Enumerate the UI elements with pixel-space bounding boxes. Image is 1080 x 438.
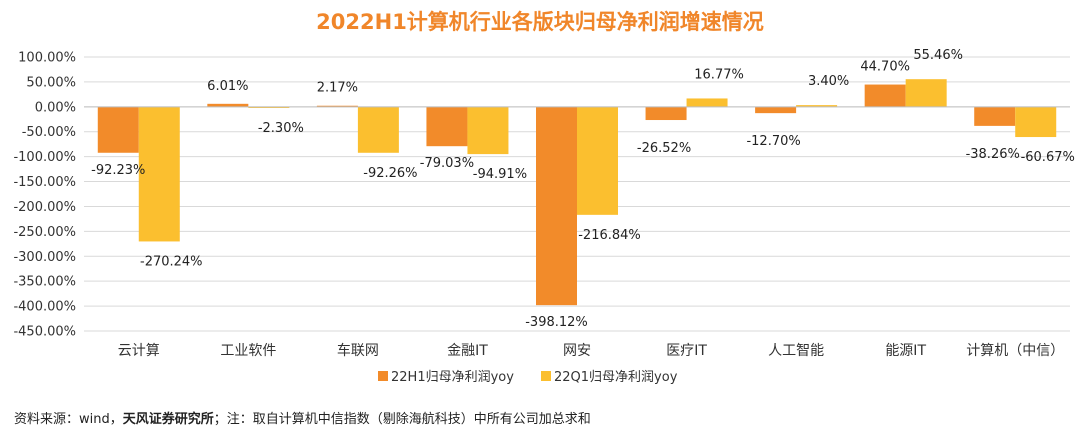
bar-22q1 bbox=[796, 105, 838, 107]
bar-22q1 bbox=[905, 79, 947, 107]
data-label-22q1: -216.84% bbox=[578, 228, 641, 243]
data-label-22q1: -270.24% bbox=[140, 254, 203, 269]
bar-22q1 bbox=[1015, 106, 1057, 138]
y-tick-label: 0.00% bbox=[35, 100, 76, 115]
data-label-22q1: -94.91% bbox=[473, 167, 527, 182]
data-label-22h1: -26.52% bbox=[637, 141, 691, 156]
y-tick-label: -200.00% bbox=[13, 200, 76, 215]
legend-swatch-22q1 bbox=[541, 371, 551, 381]
bar-22h1 bbox=[97, 106, 139, 153]
x-tick-label: 网安 bbox=[563, 343, 591, 359]
x-tick-label: 云计算 bbox=[118, 343, 160, 359]
x-tick-label: 能源IT bbox=[885, 343, 926, 359]
data-label-22q1: -2.30% bbox=[258, 121, 304, 136]
data-label-22h1: -79.03% bbox=[420, 156, 474, 171]
bar-22q1 bbox=[248, 106, 290, 108]
y-tick-label: -450.00% bbox=[13, 325, 76, 340]
legend-label-22h1: 22H1归母净利润yoy bbox=[391, 370, 514, 385]
bar-22q1 bbox=[467, 106, 509, 155]
y-tick-label: 50.00% bbox=[26, 75, 76, 90]
data-label-22h1: -38.26% bbox=[966, 147, 1020, 162]
bar-22h1 bbox=[426, 106, 468, 147]
source-prefix: 资料来源：wind， bbox=[14, 412, 123, 427]
data-label-22h1: 2.17% bbox=[317, 81, 358, 96]
y-tick-label: 100.00% bbox=[18, 51, 76, 66]
y-tick-label: -400.00% bbox=[13, 300, 76, 315]
y-tick-label: -100.00% bbox=[13, 150, 76, 165]
x-tick-label: 工业软件 bbox=[220, 343, 276, 359]
y-tick-label: -150.00% bbox=[13, 175, 76, 190]
x-tick-label: 医疗IT bbox=[666, 343, 707, 359]
bar-22h1 bbox=[864, 84, 906, 107]
x-tick-label: 计算机（中信） bbox=[966, 343, 1064, 359]
bar-22q1 bbox=[138, 106, 180, 242]
data-label-22h1: -398.12% bbox=[525, 315, 588, 330]
y-tick-label: -50.00% bbox=[22, 125, 76, 140]
y-tick-label: -250.00% bbox=[13, 225, 76, 240]
chart-title: 2022H1计算机行业各版块归母净利润增速情况 bbox=[316, 10, 764, 34]
data-label-22q1: 16.77% bbox=[694, 67, 744, 82]
legend-label-22q1: 22Q1归母净利润yoy bbox=[554, 370, 678, 385]
x-tick-label: 金融IT bbox=[447, 343, 488, 359]
bar-22h1 bbox=[755, 106, 797, 114]
y-tick-label: -350.00% bbox=[13, 275, 76, 290]
source-institution: 天风证券研究所 bbox=[122, 412, 214, 427]
source-note: 资料来源：wind，天风证券研究所；注：取自计算机中信指数（剔除海航科技）中所有… bbox=[14, 408, 591, 427]
data-label-22h1: -12.70% bbox=[746, 134, 800, 149]
data-label-22h1: -92.23% bbox=[91, 163, 145, 178]
bar-22h1 bbox=[207, 103, 249, 107]
bar-22h1 bbox=[536, 106, 577, 306]
data-label-22q1: -92.26% bbox=[363, 166, 417, 181]
bar-22q1 bbox=[686, 98, 728, 107]
bar-22q1 bbox=[357, 106, 399, 153]
data-label-22q1: 55.46% bbox=[913, 48, 963, 63]
bar-22h1 bbox=[316, 105, 358, 107]
bar-22h1 bbox=[974, 106, 1016, 126]
x-tick-label: 车联网 bbox=[337, 342, 379, 359]
data-label-22q1: -60.67% bbox=[1021, 150, 1075, 165]
source-suffix: ；注：取自计算机中信指数（剔除海航科技）中所有公司加总求和 bbox=[213, 412, 591, 427]
data-label-22q1: 3.40% bbox=[808, 74, 849, 89]
bar-22h1 bbox=[645, 106, 687, 121]
data-label-22h1: 6.01% bbox=[207, 79, 248, 94]
legend-swatch-22h1 bbox=[378, 371, 388, 381]
y-tick-label: -300.00% bbox=[13, 250, 76, 265]
bar-22q1 bbox=[577, 106, 618, 215]
x-tick-label: 人工智能 bbox=[768, 343, 824, 359]
data-label-22h1: 44.70% bbox=[860, 60, 910, 75]
